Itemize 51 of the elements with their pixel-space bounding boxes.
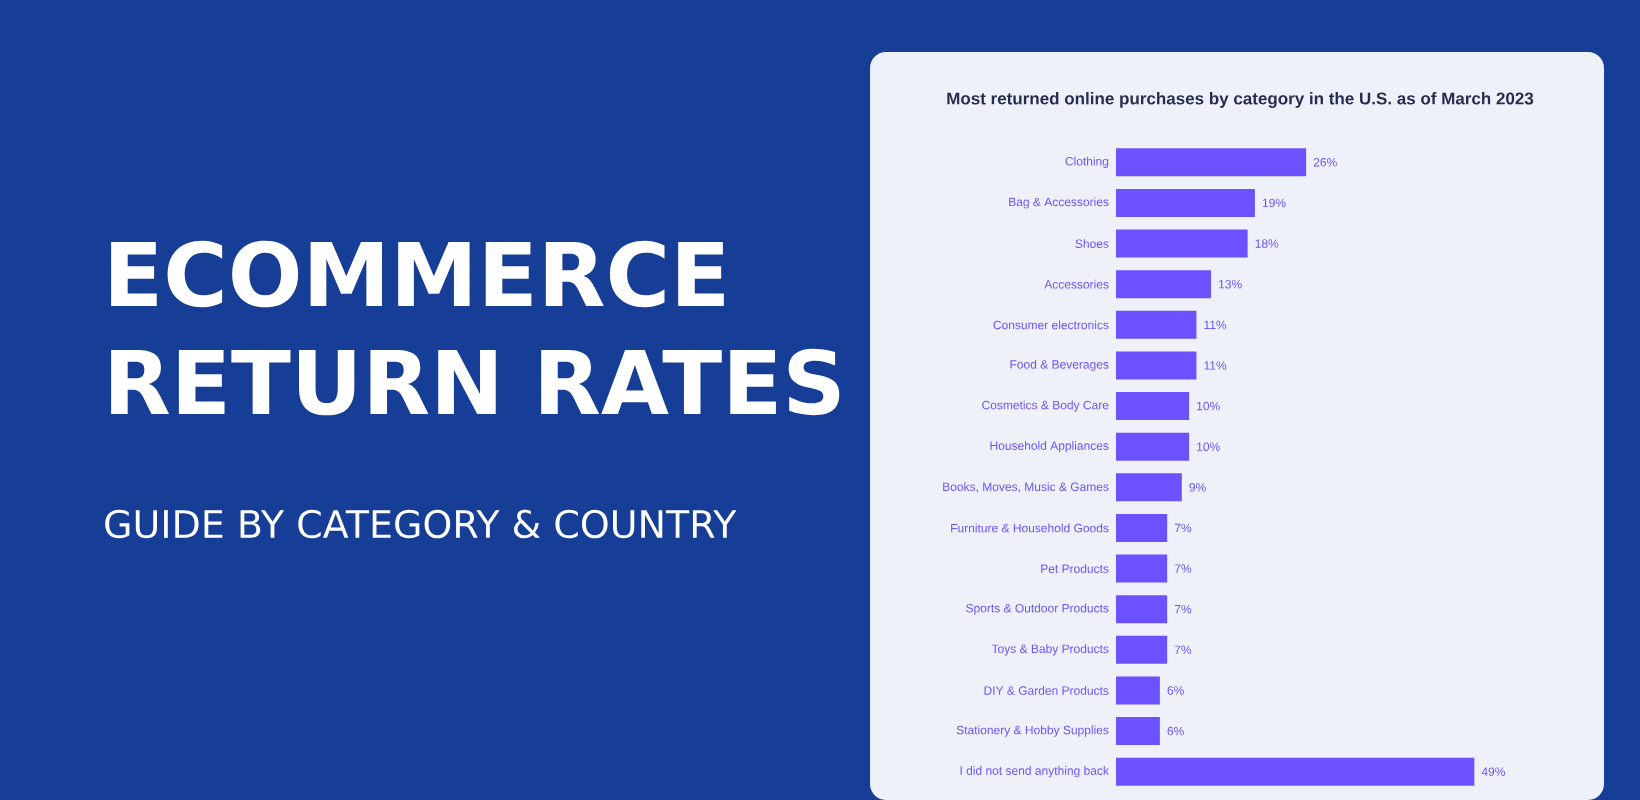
bar bbox=[1116, 270, 1212, 299]
data-label: 7% bbox=[1174, 523, 1192, 533]
y-tick-label: Stationery & Hobby Supplies bbox=[956, 725, 1109, 737]
bar bbox=[1116, 717, 1160, 746]
data-label: 7% bbox=[1174, 645, 1192, 655]
bar bbox=[1116, 310, 1197, 339]
bar bbox=[1116, 188, 1255, 217]
data-label: 7% bbox=[1174, 604, 1192, 614]
data-label: 26% bbox=[1313, 158, 1337, 167]
bar bbox=[1116, 635, 1168, 664]
y-tick-label: Shoes bbox=[1075, 239, 1109, 248]
y-tick-label: Accessories bbox=[1044, 279, 1109, 289]
data-label: 10% bbox=[1197, 442, 1220, 451]
data-label: 13% bbox=[1219, 279, 1242, 289]
bar bbox=[1116, 229, 1248, 258]
y-tick-label: Sports & Outdoor Products bbox=[966, 603, 1109, 615]
y-tick-label: Clothing bbox=[1065, 156, 1109, 168]
text: ECOMMERCE RETURN RATES bbox=[111, 240, 840, 416]
bar bbox=[1116, 595, 1168, 624]
data-label: 9% bbox=[1189, 483, 1206, 492]
y-tick-label: Household Appliances bbox=[990, 441, 1109, 453]
y-tick-label: Food & Beverages bbox=[1010, 359, 1109, 372]
y-tick-label: DIY & Garden Products bbox=[984, 686, 1109, 695]
y-tick-label: I did not send anything back bbox=[960, 766, 1109, 778]
data-label: 18% bbox=[1255, 239, 1279, 248]
bar bbox=[1116, 473, 1182, 502]
bar bbox=[1116, 554, 1168, 583]
bar bbox=[1116, 757, 1475, 786]
bar bbox=[1116, 676, 1160, 705]
chart-title: Most returned online purchases by category in the U.S. as of March 2023 bbox=[947, 92, 1534, 108]
data-label: 10% bbox=[1197, 401, 1220, 411]
y-tick-label: Books, Moves, Music & Games bbox=[943, 482, 1109, 493]
data-label: 11% bbox=[1204, 361, 1227, 370]
y-tick-label: Cosmetics & Body Care bbox=[982, 400, 1109, 412]
bar bbox=[1116, 148, 1307, 177]
bar bbox=[1116, 432, 1190, 461]
bar bbox=[1116, 351, 1197, 380]
y-tick-label: Bag & Accessories bbox=[1009, 197, 1109, 209]
text: GUIDE BY CATEGORY & COUNTRY bbox=[105, 509, 737, 539]
data-label: 19% bbox=[1262, 198, 1286, 208]
y-tick-label: Pet Products bbox=[1041, 564, 1109, 573]
bar bbox=[1116, 513, 1168, 542]
y-tick-label: Consumer electronics bbox=[993, 320, 1109, 330]
data-label: 6% bbox=[1167, 686, 1184, 695]
data-label: 7% bbox=[1174, 564, 1192, 573]
data-label: 49% bbox=[1481, 767, 1505, 776]
data-label: 11% bbox=[1204, 320, 1227, 330]
y-tick-label: Furniture & Household Goods bbox=[951, 523, 1109, 533]
data-label: 6% bbox=[1167, 726, 1184, 736]
y-tick-label: Toys & Baby Products bbox=[991, 644, 1109, 656]
bar bbox=[1116, 392, 1190, 421]
